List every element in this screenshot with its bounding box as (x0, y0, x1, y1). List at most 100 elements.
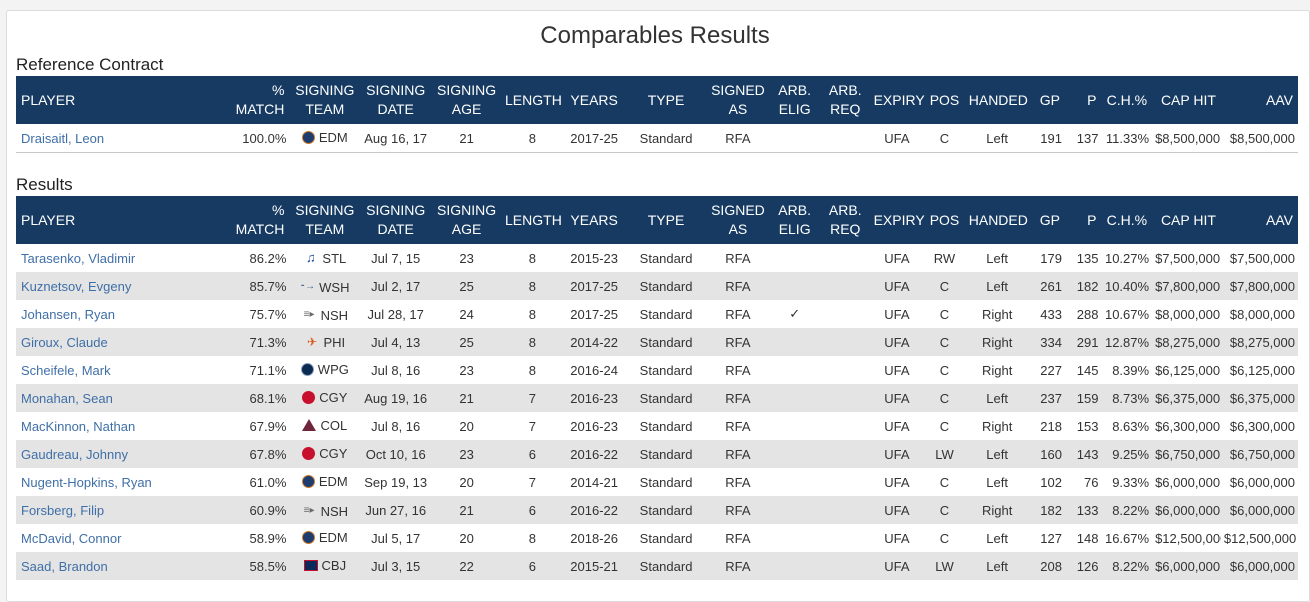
signed-as-header[interactable]: SIGNED AS (706, 196, 770, 244)
cap-hit-pct-cell: 8.39% (1112, 362, 1150, 378)
player-link[interactable]: Kuznetsov, Evgeny (21, 278, 132, 294)
cap-hit-cell: $6,125,000 (1155, 362, 1221, 378)
handed-header[interactable]: HANDED (965, 76, 1029, 124)
arb-elig-header[interactable]: ARB. ELIG (769, 196, 820, 244)
oilers-logo-icon (301, 474, 315, 488)
years-cell: 2016-23 (570, 418, 619, 434)
table-row[interactable]: Forsberg, Filip 60.9% ≡▸ NSH Jun 27, 16 21 6 20… (16, 496, 1298, 524)
years-cell: 2017-25 (562, 124, 626, 153)
player-link[interactable]: Monahan, Sean (21, 390, 113, 406)
signed-as-header[interactable]: SIGNED AS (706, 76, 770, 124)
column-header-label: ELIG (778, 101, 811, 117)
team-abbrev: NSH (320, 307, 349, 323)
player-header[interactable]: PLAYER (16, 196, 224, 244)
predators-logo-icon: ≡▸ (303, 505, 315, 517)
pos-cell: C (923, 384, 966, 412)
match-cell: 68.1% (223, 384, 290, 412)
arb-elig-header[interactable]: ARB. ELIG (769, 76, 820, 124)
expiry-header[interactable]: EXPIRY (870, 76, 925, 124)
years-header[interactable]: YEARS (562, 196, 626, 244)
column-header-label: P (1087, 211, 1097, 228)
arb-req-header[interactable]: ARB. REQ (819, 196, 871, 244)
points-cell: 153 (1076, 418, 1099, 434)
table-row[interactable]: Gaudreau, Johnny 67.8% CGY Oct 10, 16 23 6 201… (16, 440, 1298, 468)
column-header-label: SIGNED (711, 202, 765, 218)
signing-team-header[interactable]: SIGNING TEAM (289, 76, 361, 124)
player-link[interactable]: Scheifele, Mark (21, 362, 111, 378)
arb-req-cell (819, 496, 871, 524)
pos-header[interactable]: POS (923, 76, 966, 124)
player-header[interactable]: PLAYER (16, 76, 224, 124)
player-link[interactable]: Gaudreau, Johnny (21, 446, 128, 462)
gp-header[interactable]: GP (1028, 196, 1065, 244)
player-link[interactable]: Saad, Brandon (21, 558, 108, 574)
signing-date-header[interactable]: SIGNING DATE (360, 76, 432, 124)
column-header-label: DATE (377, 101, 414, 117)
arb-elig-cell (769, 272, 820, 300)
team-cell: EDM (289, 468, 360, 496)
arb-req-header[interactable]: ARB. REQ (819, 76, 871, 124)
player-link[interactable]: Giroux, Claude (21, 334, 108, 350)
aav-cell: $8,000,000 (1229, 306, 1295, 322)
team-cell: ✈ PHI (289, 328, 361, 356)
arb-elig-cell (769, 244, 820, 272)
player-link[interactable]: Johansen, Ryan (21, 306, 115, 322)
cap-hit-pct-header[interactable]: C.H.% (1101, 76, 1153, 124)
years-cell: 2014-21 (570, 474, 619, 490)
column-header-label: LENGTH (505, 211, 562, 228)
table-row[interactable]: Monahan, Sean 68.1% CGY Aug 19, 16 21 7 2016-2… (16, 384, 1298, 412)
cap-hit-pct-cell: 10.40% (1101, 272, 1153, 300)
cap-hit-header[interactable]: CAP HIT (1152, 76, 1221, 124)
table-row[interactable]: MacKinnon, Nathan 67.9% COL Jul 8, 16 20 7 201… (16, 412, 1298, 440)
table-row[interactable]: Saad, Brandon 58.5% CBJ Jul 3, 15 22 6 2015-21… (16, 552, 1298, 580)
points-header[interactable]: P (1064, 76, 1102, 124)
type-cell: Standard (625, 552, 707, 580)
team-abbrev: CBJ (321, 558, 347, 573)
expiry-cell: UFA (884, 474, 910, 490)
column-header-label: AS (728, 101, 748, 117)
expiry-cell: UFA (870, 440, 924, 468)
cap-hit-header[interactable]: CAP HIT (1152, 196, 1221, 244)
aav-header[interactable]: AAV (1220, 196, 1298, 244)
table-row[interactable]: Nugent-Hopkins, Ryan 61.0% EDM Sep 19, 13 20… (16, 468, 1298, 496)
team-cell: CGY (289, 384, 361, 412)
column-header-label: DATE (377, 221, 414, 237)
date-cell: Aug 19, 16 (360, 384, 432, 412)
table-row[interactable]: Scheifele, Mark 71.1% WPG Jul 8, 16 23 8 2016-… (16, 356, 1298, 384)
table-row[interactable]: Giroux, Claude 71.3% ✈ PHI Jul 4, 13 25 8 2014-… (16, 328, 1298, 356)
aav-cell: $12,500,000 (1223, 530, 1297, 546)
player-link[interactable]: Forsberg, Filip (21, 502, 105, 518)
length-header[interactable]: LENGTH (502, 196, 563, 244)
type-header[interactable]: TYPE (625, 76, 707, 124)
table-row[interactable]: Draisaitl, Leon 100.0% EDM Aug 16, 17 21 8 201… (16, 124, 1298, 153)
table-row[interactable]: McDavid, Connor 58.9% EDM Jul 5, 17 20 8 2018-… (16, 524, 1298, 552)
type-header[interactable]: TYPE (625, 196, 707, 244)
table-row[interactable]: Tarasenko, Vladimir 86.2% ♫ STL Jul 7, 15 23 8… (16, 244, 1298, 272)
table-row[interactable]: Johansen, Ryan 75.7% ≡▸ NSH Jul 28, 17 24 8 201… (16, 300, 1298, 328)
years-header[interactable]: YEARS (562, 76, 626, 124)
points-header[interactable]: P (1064, 196, 1102, 244)
player-link[interactable]: MacKinnon, Nathan (21, 418, 136, 434)
player-link[interactable]: Nugent-Hopkins, Ryan (21, 474, 152, 490)
cap-hit-pct-header[interactable]: C.H.% (1101, 196, 1153, 244)
length-header[interactable]: LENGTH (502, 76, 563, 124)
player-link[interactable]: Draisaitl, Leon (21, 130, 105, 146)
expiry-header[interactable]: EXPIRY (870, 196, 925, 244)
column-header-label: PLAYER (21, 211, 76, 228)
match-header[interactable]: % MATCH (223, 196, 290, 244)
cap-hit-cell: $6,750,000 (1152, 440, 1221, 468)
gp-header[interactable]: GP (1028, 76, 1065, 124)
signing-date-header[interactable]: SIGNING DATE (360, 196, 432, 244)
player-link[interactable]: McDavid, Connor (21, 530, 122, 546)
pos-header[interactable]: POS (923, 196, 966, 244)
gp-cell: 102 (1040, 474, 1062, 490)
signing-age-header[interactable]: SIGNING AGE (431, 76, 503, 124)
handed-header[interactable]: HANDED (965, 196, 1029, 244)
aav-header[interactable]: AAV (1220, 76, 1298, 124)
signing-team-header[interactable]: SIGNING TEAM (289, 196, 361, 244)
signing-age-header[interactable]: SIGNING AGE (431, 196, 503, 244)
table-row[interactable]: Kuznetsov, Evgeny 85.7% ⁃→ WSH Jul 2, 17 25 8 2… (16, 272, 1298, 300)
match-header[interactable]: % MATCH (223, 76, 290, 124)
column-header-label: SIGNING (295, 202, 355, 218)
player-link[interactable]: Tarasenko, Vladimir (21, 250, 136, 266)
